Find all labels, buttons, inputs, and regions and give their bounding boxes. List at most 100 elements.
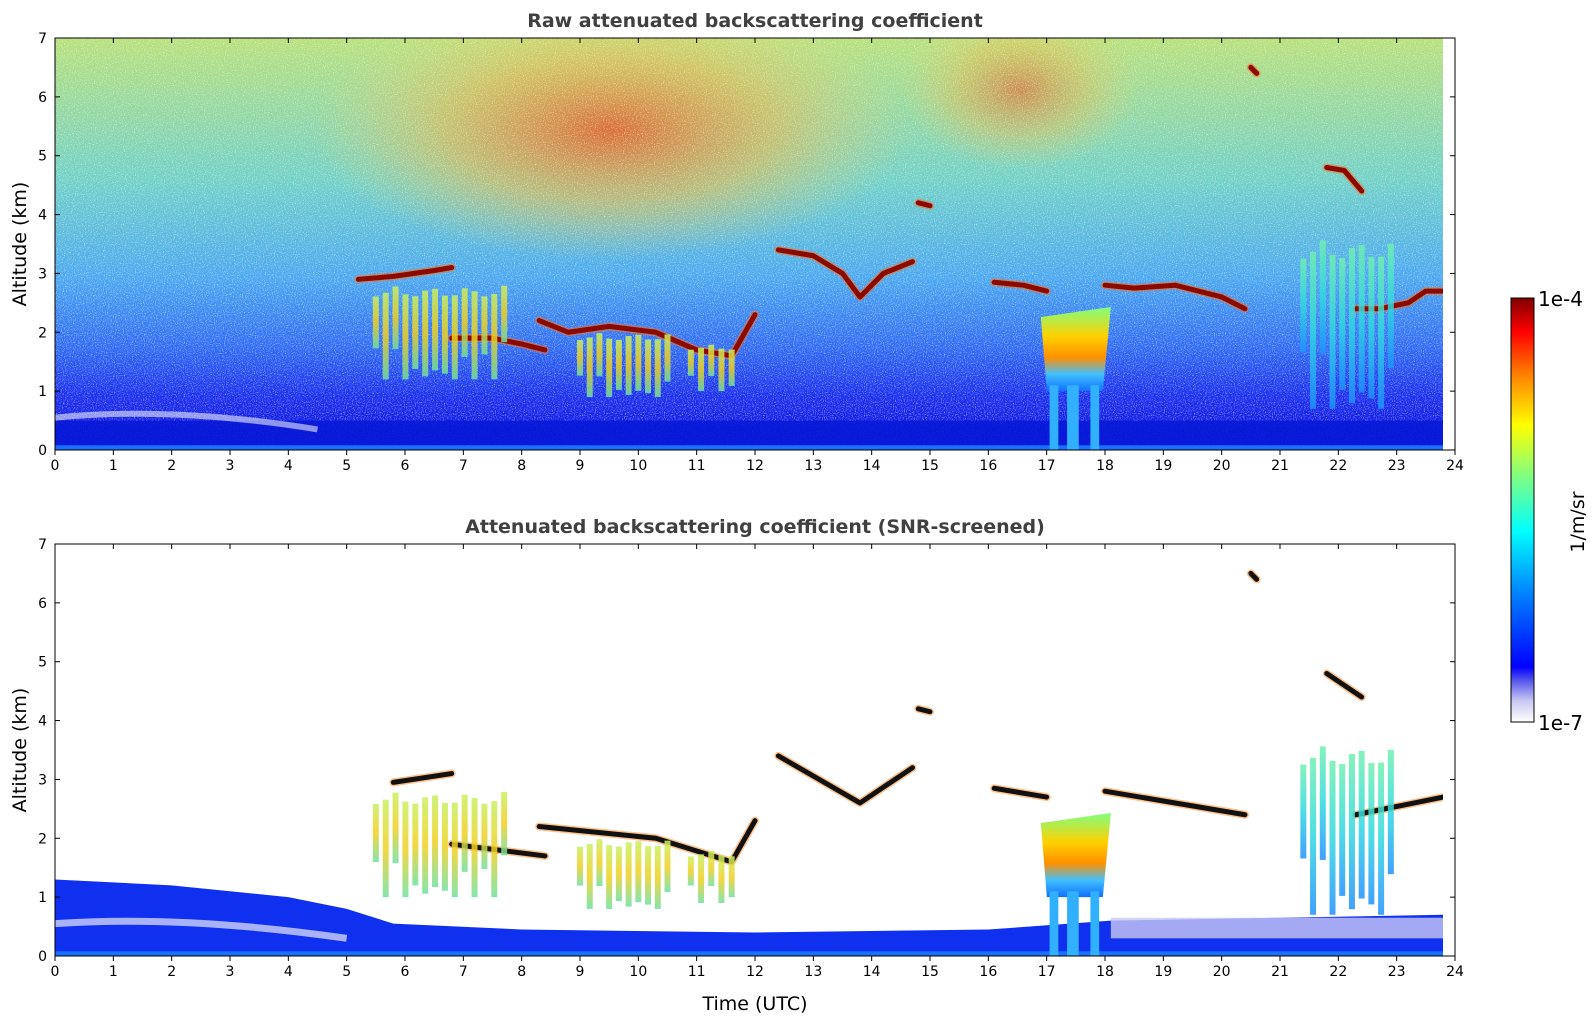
cloud-layer (1102, 788, 1248, 818)
bottom-x-axis-label: Time (UTC) (701, 993, 807, 1015)
cloud-layer (915, 706, 933, 715)
bottom-x-tick-label: 1 (109, 964, 118, 980)
precipitation-streak (1300, 764, 1307, 859)
precipitation-streak (606, 338, 613, 398)
precipitation-streak (501, 791, 508, 856)
top-noise-speckle (55, 38, 1455, 450)
precipitation-streak (461, 288, 468, 357)
bottom-background (55, 544, 1455, 956)
precipitation-streak (718, 348, 725, 392)
top-x-tick-label: 13 (804, 458, 822, 474)
bottom-y-tick-label: 5 (38, 655, 47, 671)
colorbar-unit-label: 1/m/sr (1567, 491, 1589, 552)
bottom-y-tick-label: 0 (38, 949, 47, 965)
precipitation-streak (596, 333, 603, 377)
precipitation-streak (645, 846, 652, 905)
precipitation-streak (708, 344, 715, 377)
top-x-tick-label: 17 (1038, 458, 1056, 474)
precipitation-streak (596, 839, 603, 887)
bottom-x-tick-label: 10 (629, 964, 647, 980)
precipitation-streak (491, 801, 498, 898)
bottom-x-tick-label: 7 (459, 964, 468, 980)
precipitation-streak (687, 349, 694, 376)
precipitation-streak (728, 856, 735, 898)
top-x-tick-label: 6 (401, 458, 410, 474)
top-x-tick-label: 12 (746, 458, 764, 474)
precipitation-streak (1339, 258, 1346, 390)
bottom-x-tick-label: 2 (167, 964, 176, 980)
bottom-x-tick-label: 0 (51, 964, 60, 980)
precipitation-shaft-leg (1090, 385, 1100, 450)
top-x-tick-label: 11 (688, 458, 706, 474)
precipitation-streak (402, 801, 409, 898)
top-x-tick-label: 8 (517, 458, 526, 474)
precipitation-streak (1329, 254, 1336, 409)
top-x-tick-label: 7 (459, 458, 468, 474)
cloud-layer (991, 279, 1050, 294)
precipitation-streak (645, 339, 652, 394)
top-x-tick-label: 24 (1446, 458, 1464, 474)
precipitation-streak (402, 294, 409, 380)
cloud-layer (775, 753, 915, 806)
top-x-tick-label: 16 (979, 458, 997, 474)
bottom-x-tick-label: 5 (342, 964, 351, 980)
bottom-x-tick-label: 19 (1154, 964, 1172, 980)
top-no-data-region (1443, 38, 1455, 450)
bottom-x-tick-label: 3 (226, 964, 235, 980)
cloud-layer (390, 771, 455, 785)
precipitation-streak (412, 803, 419, 886)
precipitation-streak (432, 288, 439, 371)
precipitation-shaft-core (1040, 306, 1111, 392)
cloud-layer (1102, 282, 1248, 312)
bottom-x-tick-label: 9 (576, 964, 585, 980)
top-y-tick-label: 7 (38, 31, 47, 47)
precipitation-streak (1368, 763, 1375, 905)
top-y-tick-label: 2 (38, 325, 47, 341)
bottom-x-tick-label: 23 (1388, 964, 1406, 980)
top-x-tick-label: 5 (342, 458, 351, 474)
precipitation-streak (1387, 243, 1394, 369)
precipitation-streak (1319, 746, 1326, 860)
bottom-y-tick-label: 1 (38, 890, 47, 906)
bottom-heatmap (55, 544, 1455, 956)
precipitation-shaft-leg (1090, 891, 1100, 956)
precipitation-streak (635, 841, 642, 903)
precipitation-streak (1310, 251, 1317, 409)
precipitation-streak (451, 295, 458, 380)
precipitation-streak (412, 296, 419, 369)
top-x-tick-label: 10 (629, 458, 647, 474)
precipitation-streak (718, 855, 725, 904)
top-x-tick-label: 19 (1154, 458, 1172, 474)
precipitation-streak (441, 802, 448, 891)
bottom-x-tick-label: 18 (1096, 964, 1114, 980)
precipitation-streak (1329, 760, 1336, 915)
precipitation-streak (422, 290, 429, 377)
precipitation-streak (577, 846, 583, 886)
precipitation-streak (1378, 256, 1385, 409)
top-y-tick-label: 5 (38, 149, 47, 165)
precipitation-streak (422, 797, 429, 894)
cloud-layer (1248, 64, 1260, 76)
top-x-tick-label: 14 (863, 458, 881, 474)
precipitation-streak (471, 291, 478, 380)
precipitation-streak (615, 339, 622, 390)
precipitation-streak (372, 296, 379, 349)
precipitation-shaft-leg (1067, 385, 1079, 450)
precipitation-streak (1358, 244, 1365, 393)
top-y-axis-label: Altitude (km) (9, 182, 31, 307)
boundary-layer-faint-band (1110, 917, 1444, 939)
aerosol-white-band (55, 410, 318, 433)
top-x-tick-label: 22 (1329, 458, 1347, 474)
top-x-tick-label: 2 (167, 458, 176, 474)
bottom-x-tick-label: 21 (1271, 964, 1289, 980)
precipitation-streak (664, 334, 671, 382)
precipitation-streak (664, 840, 671, 893)
precipitation-streak (382, 799, 389, 898)
colorbar-min-label: 1e-7 (1538, 711, 1583, 735)
precipitation-shaft-leg (1049, 891, 1059, 956)
precipitation-streak (654, 845, 661, 909)
precipitation-shaft-core (1040, 812, 1111, 898)
precipitation-streak (491, 294, 498, 380)
precipitation-streak (698, 854, 705, 904)
bottom-x-tick-label: 8 (517, 964, 526, 980)
